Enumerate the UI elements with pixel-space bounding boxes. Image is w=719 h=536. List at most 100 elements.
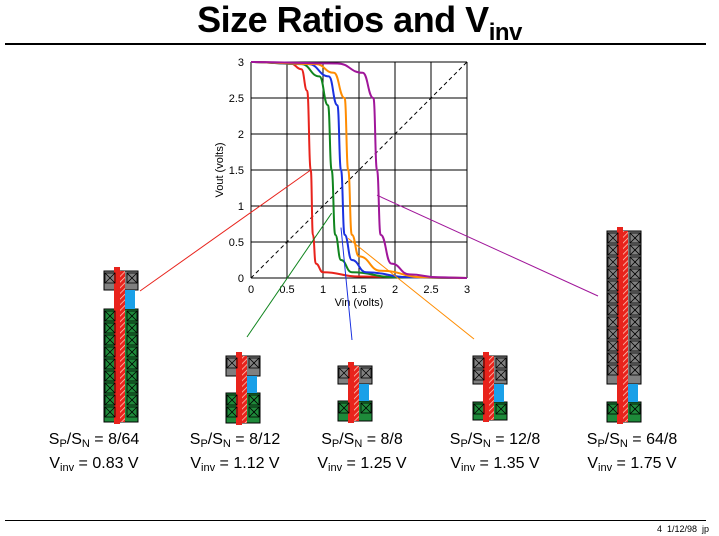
contact-x — [607, 340, 619, 352]
contact-icon — [360, 367, 372, 379]
contact-x — [607, 316, 619, 328]
contact-x — [126, 406, 138, 418]
contact-x — [629, 304, 641, 316]
callout-line-2 — [246, 212, 333, 338]
contact-x — [629, 340, 641, 352]
contact-icon — [104, 370, 116, 382]
vtc-series-5 — [250, 61, 468, 279]
contact-icon — [629, 268, 641, 280]
contact-x — [226, 406, 238, 418]
footer-note: 4 1/12/98 jp — [656, 524, 709, 534]
contact-icon — [495, 357, 507, 369]
contact-icon — [104, 272, 116, 284]
contact-icon — [126, 358, 138, 370]
contact-icon — [629, 340, 641, 352]
contact-x — [104, 370, 116, 382]
contact-icon — [104, 322, 116, 334]
vtc-series-3 — [250, 61, 468, 279]
contact-strip — [242, 356, 247, 423]
contact-icon — [126, 272, 138, 284]
page-title: Size Ratios and Vinv — [197, 0, 522, 46]
transistor-stack-1 — [103, 267, 139, 424]
contact-icon — [226, 406, 238, 418]
contact-x — [104, 272, 116, 284]
contact-icon — [360, 402, 372, 414]
contact-x — [126, 370, 138, 382]
device-label-1: SP/SN = 8/64 Vinv = 0.83 V — [48, 431, 140, 474]
transistor-stack-2 — [225, 352, 261, 425]
device-label-5: SP/SN = 64/8 Vinv = 1.75 V — [586, 431, 678, 474]
x-tick-label: 2.5 — [423, 284, 438, 296]
contact-x — [607, 364, 619, 376]
y-tick-label: 3 — [238, 57, 244, 69]
transistor-stack-3 — [337, 362, 373, 423]
contact-x — [104, 382, 116, 394]
contact-icon — [473, 369, 485, 381]
output-metal — [494, 384, 504, 402]
diagonal-line — [250, 61, 468, 279]
contact-icon — [607, 304, 619, 316]
contact-icon — [629, 403, 641, 415]
poly-gate — [236, 352, 242, 425]
transistor-stack-4 — [472, 352, 508, 422]
contact-x — [607, 292, 619, 304]
contact-icon — [629, 244, 641, 256]
y-tick-label: 1 — [238, 201, 244, 213]
contact-icon — [629, 328, 641, 340]
contact-x — [360, 402, 372, 414]
contact-icon — [629, 292, 641, 304]
y-tick-label: 0.5 — [229, 237, 244, 249]
y-tick-label: 2.5 — [229, 93, 244, 105]
contact-icon — [126, 322, 138, 334]
contact-strip — [623, 231, 628, 422]
vtc-series-2 — [250, 61, 468, 279]
contact-x — [104, 334, 116, 346]
contact-icon — [607, 292, 619, 304]
contact-x — [126, 310, 138, 322]
contact-icon — [495, 403, 507, 415]
contact-icon — [104, 310, 116, 322]
contact-icon — [126, 394, 138, 406]
contact-x — [126, 334, 138, 346]
contact-x — [629, 232, 641, 244]
poly-gate — [617, 227, 623, 424]
contact-x — [126, 358, 138, 370]
contact-icon — [629, 352, 641, 364]
contact-icon — [607, 352, 619, 364]
contact-icon — [226, 394, 238, 406]
output-metal — [125, 290, 135, 309]
contact-x — [473, 357, 485, 369]
contact-x — [629, 352, 641, 364]
callout-line-4 — [347, 238, 475, 340]
contact-x — [629, 292, 641, 304]
contact-icon — [104, 358, 116, 370]
contact-icon — [104, 334, 116, 346]
contact-x — [495, 403, 507, 415]
contact-icon — [607, 244, 619, 256]
contact-x — [607, 256, 619, 268]
contact-x — [495, 357, 507, 369]
contact-icon — [629, 232, 641, 244]
y-axis-label: Vout (volts) — [214, 142, 226, 197]
contact-icon — [607, 256, 619, 268]
contact-icon — [607, 364, 619, 376]
x-tick-label: 3 — [464, 284, 470, 296]
contact-x — [104, 358, 116, 370]
contact-icon — [495, 369, 507, 381]
contact-icon — [104, 394, 116, 406]
contact-x — [126, 346, 138, 358]
contact-x — [607, 403, 619, 415]
contact-x — [607, 232, 619, 244]
device-label-4: SP/SN = 12/8 Vinv = 1.35 V — [449, 431, 541, 474]
contact-x — [629, 316, 641, 328]
contact-icon — [629, 280, 641, 292]
title-divider — [5, 43, 706, 45]
contact-x — [248, 357, 260, 369]
contact-icon — [248, 394, 260, 406]
contact-icon — [629, 316, 641, 328]
contact-x — [126, 382, 138, 394]
x-tick-label: 0.5 — [279, 284, 294, 296]
y-tick-label: 1.5 — [229, 165, 244, 177]
contact-icon — [248, 357, 260, 369]
